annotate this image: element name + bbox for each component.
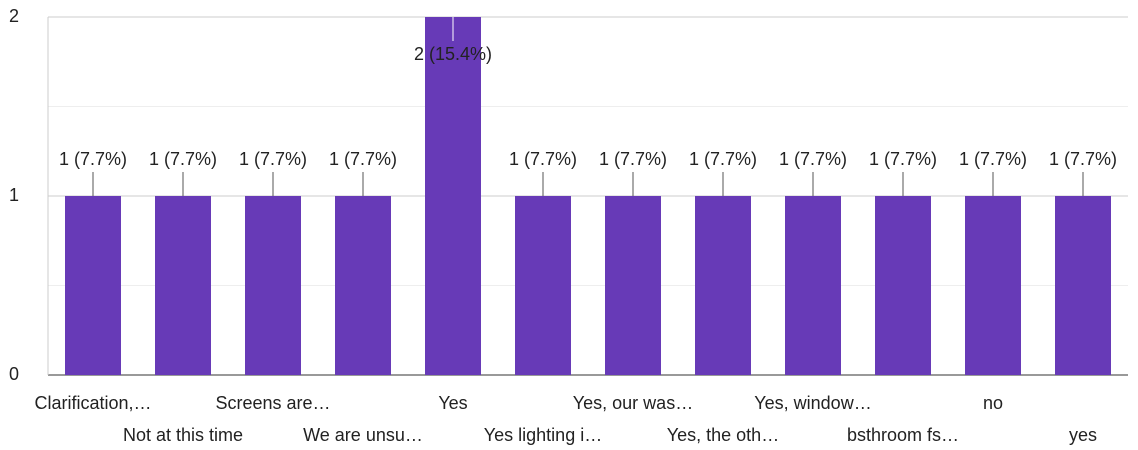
value-label: 1 (7.7%) (239, 149, 307, 169)
value-label: 1 (7.7%) (329, 149, 397, 169)
x-tick-label: Yes lighting i… (484, 425, 602, 445)
bar (695, 196, 751, 375)
bar (875, 196, 931, 375)
x-tick-label: Screens are… (215, 393, 330, 413)
x-tick-label: Yes, the oth… (667, 425, 779, 445)
bar (515, 196, 571, 375)
y-tick-label: 2 (9, 6, 19, 26)
value-label: 1 (7.7%) (149, 149, 217, 169)
bar (785, 196, 841, 375)
value-label: 1 (7.7%) (869, 149, 937, 169)
y-tick-label: 1 (9, 185, 19, 205)
x-tick-label: no (983, 393, 1003, 413)
x-tick-label: Clarification,… (34, 393, 151, 413)
value-label: 1 (7.7%) (689, 149, 757, 169)
y-tick-label: 0 (9, 364, 19, 384)
bar (335, 196, 391, 375)
bar (425, 17, 481, 375)
bar (965, 196, 1021, 375)
x-tick-label: Yes (438, 393, 467, 413)
x-tick-label: bsthroom fs… (847, 425, 959, 445)
bar (245, 196, 301, 375)
bar (155, 196, 211, 375)
value-label: 1 (7.7%) (779, 149, 847, 169)
value-label: 1 (7.7%) (959, 149, 1027, 169)
x-tick-label: Not at this time (123, 425, 243, 445)
value-label: 1 (7.7%) (599, 149, 667, 169)
x-tick-label: Yes, window… (754, 393, 871, 413)
x-tick-label: We are unsu… (303, 425, 423, 445)
value-label: 2 (15.4%) (414, 44, 492, 64)
value-label: 1 (7.7%) (1049, 149, 1117, 169)
bar (605, 196, 661, 375)
x-tick-label: Yes, our was… (573, 393, 693, 413)
x-tick-label: yes (1069, 425, 1097, 445)
bar (1055, 196, 1111, 375)
value-label: 1 (7.7%) (509, 149, 577, 169)
bar (65, 196, 121, 375)
value-label: 1 (7.7%) (59, 149, 127, 169)
